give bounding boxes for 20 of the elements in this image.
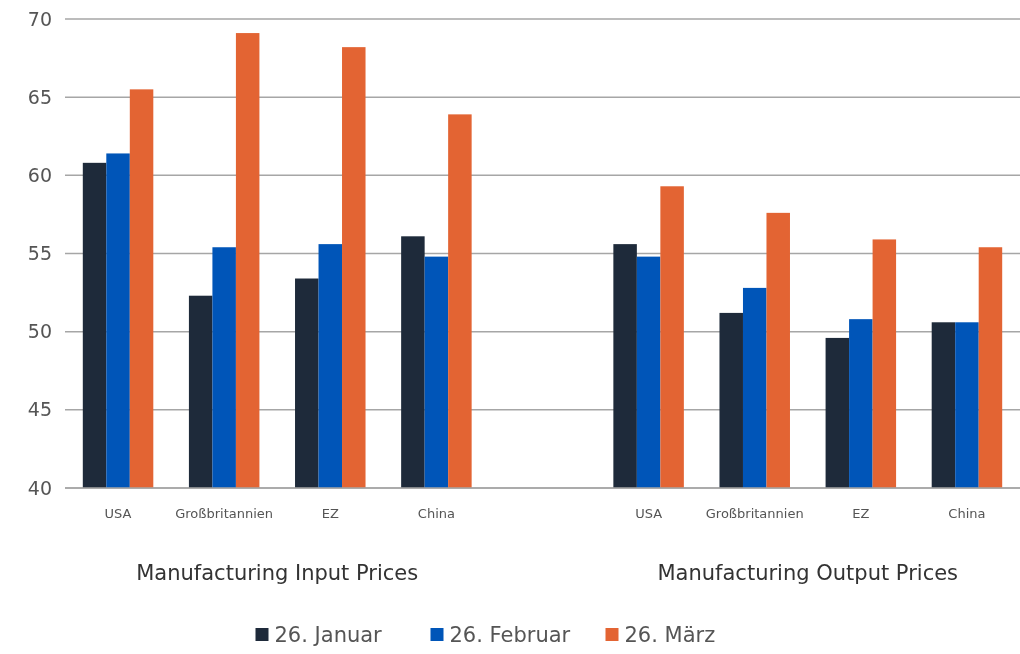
text: Manufacturing Output Prices: [657, 561, 959, 585]
y-tick-label: 40: [27, 476, 52, 499]
x-tick-label: Großbritannien: [175, 506, 274, 521]
text: Manufacturing Input Prices: [136, 561, 419, 585]
y-tick-label: 70: [27, 7, 52, 30]
x-tick-label: EZ: [321, 506, 339, 521]
y-tick-label: 60: [27, 163, 52, 186]
x-tick-label: China: [417, 506, 455, 521]
legend-label: 26. Januar: [274, 623, 383, 647]
y-tick-label: 65: [27, 85, 52, 108]
y-tick-label: 55: [27, 242, 52, 265]
y-tick-label: 50: [27, 320, 52, 343]
x-tick-label: Großbritannien: [705, 506, 804, 521]
x-tick-label: EZ: [852, 506, 870, 521]
legend-label: 26. März: [624, 623, 716, 647]
x-tick-label: China: [948, 506, 986, 521]
x-tick-label: USA: [104, 506, 132, 521]
legend-label: 26. Februar: [449, 623, 571, 647]
y-tick-label: 45: [27, 398, 52, 421]
x-tick-label: USA: [635, 506, 663, 521]
